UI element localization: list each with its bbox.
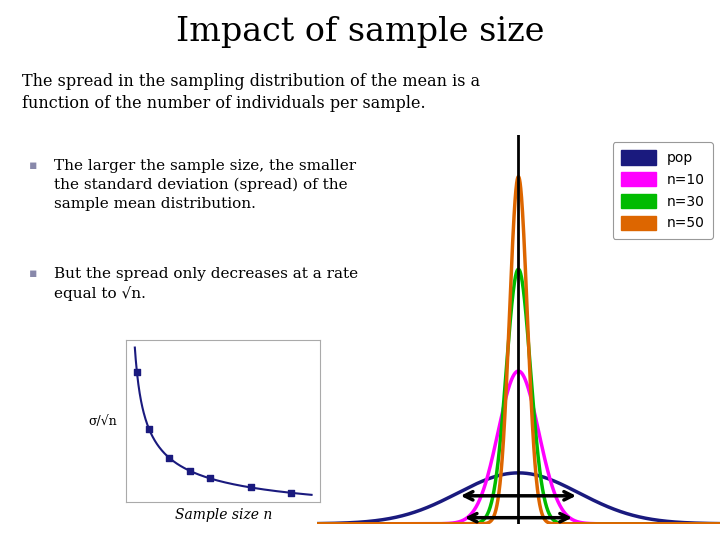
Text: The spread in the sampling distribution of the mean is a
function of the number : The spread in the sampling distribution … — [22, 73, 480, 112]
n=50 — [498, 456, 506, 462]
Point — [184, 467, 195, 475]
n=30 — [630, 521, 639, 527]
pop — [333, 520, 342, 526]
Point — [163, 454, 175, 462]
pop — [630, 512, 639, 519]
n=50 — [716, 521, 720, 527]
pop — [312, 521, 321, 527]
Line: n=30: n=30 — [317, 269, 720, 524]
n=10 — [630, 521, 639, 527]
n=30 — [498, 417, 506, 424]
n=30 — [514, 266, 523, 273]
n=10 — [514, 368, 523, 374]
n=50 — [704, 521, 713, 527]
Point — [131, 367, 143, 376]
Line: n=10: n=10 — [317, 371, 720, 524]
Text: ▪: ▪ — [29, 159, 37, 172]
n=50 — [704, 521, 713, 527]
n=10 — [498, 410, 506, 416]
n=10 — [312, 521, 321, 527]
pop — [498, 471, 506, 478]
X-axis label: Sample size n: Sample size n — [174, 508, 272, 522]
n=30 — [312, 521, 321, 527]
n=30 — [716, 521, 720, 527]
Text: The larger the sample size, the smaller
the standard deviation (spread) of the
s: The larger the sample size, the smaller … — [54, 159, 356, 211]
pop — [514, 470, 523, 476]
n=10 — [508, 374, 517, 380]
n=30 — [333, 521, 342, 527]
Text: Impact of sample size: Impact of sample size — [176, 16, 544, 48]
n=30 — [704, 521, 713, 527]
Legend: pop, n=10, n=30, n=50: pop, n=10, n=30, n=50 — [613, 142, 713, 239]
n=50 — [514, 173, 523, 180]
Line: n=50: n=50 — [317, 177, 720, 524]
Text: But the spread only decreases at a rate
equal to √n.: But the spread only decreases at a rate … — [54, 267, 358, 301]
n=50 — [630, 521, 639, 527]
n=10 — [333, 521, 342, 527]
n=50 — [333, 521, 342, 527]
n=50 — [312, 521, 321, 527]
Y-axis label: σ/√n: σ/√n — [89, 415, 117, 428]
n=10 — [704, 521, 713, 527]
Text: ▪: ▪ — [29, 267, 37, 280]
n=10 — [704, 521, 713, 527]
pop — [716, 521, 720, 527]
n=10 — [716, 521, 720, 527]
Point — [143, 425, 155, 434]
n=50 — [508, 235, 517, 241]
Point — [286, 489, 297, 497]
pop — [704, 520, 713, 526]
n=30 — [704, 521, 713, 527]
n=30 — [508, 292, 517, 298]
pop — [508, 470, 517, 476]
Line: pop: pop — [317, 473, 720, 524]
Point — [204, 474, 216, 483]
Point — [245, 483, 256, 492]
pop — [704, 520, 713, 526]
